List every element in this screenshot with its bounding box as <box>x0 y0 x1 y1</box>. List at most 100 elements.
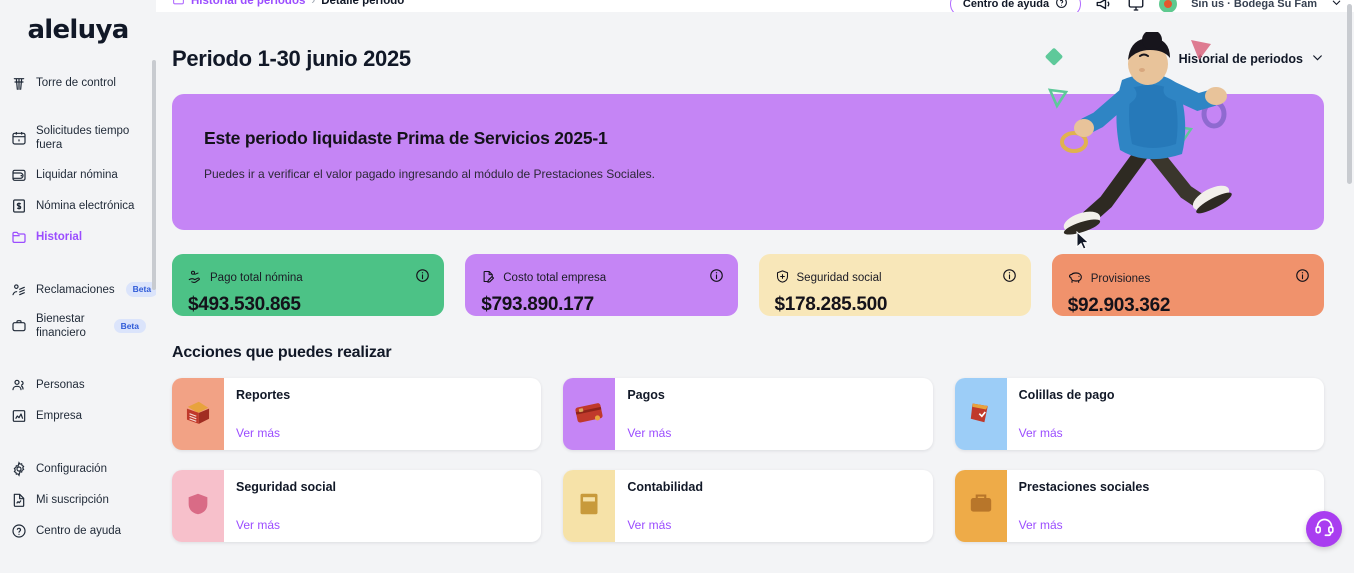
stat-header: Pago total nómina <box>188 269 428 287</box>
action-link[interactable]: Ver más <box>627 426 672 440</box>
action-card-prestaciones-sociales[interactable]: Prestaciones sociales Ver más <box>954 470 1324 542</box>
accounting-icon <box>572 487 606 526</box>
sidebar-item-torre-de-control[interactable]: Torre de control <box>0 68 156 99</box>
sidebar-item-centro-de-ayuda[interactable]: Centro de ayuda <box>0 515 156 546</box>
question-circle-icon <box>1055 0 1068 12</box>
help-center-button[interactable]: Centro de ayuda <box>949 0 1082 12</box>
breadcrumb-parent[interactable]: Historial de periodos <box>191 0 306 7</box>
stat-card-costo-total-empresa[interactable]: Costo total empresa $793.890.177 <box>465 254 738 316</box>
sidebar-item-mi-suscripcion[interactable]: Mi suscripción <box>0 484 156 515</box>
support-chat-button[interactable] <box>1306 511 1342 547</box>
actions-section-title: Acciones que puedes realizar <box>172 344 392 361</box>
avatar[interactable] <box>1159 0 1178 12</box>
actions-grid: Reportes Ver más Pago <box>172 378 1324 542</box>
social-security-icon <box>181 487 215 526</box>
action-thumb <box>954 470 1007 542</box>
stat-value: $92.903.362 <box>1067 295 1171 316</box>
info-icon[interactable] <box>415 268 430 283</box>
info-icon[interactable] <box>709 268 724 283</box>
action-link[interactable]: Ver más <box>1018 518 1063 532</box>
stat-value: $178.285.500 <box>774 294 888 315</box>
stat-label: Seguridad social <box>796 272 882 284</box>
action-name: Contabilidad <box>627 480 704 494</box>
stat-cards: Pago total nómina $493.530.865 Costo tot… <box>172 254 1324 316</box>
sidebar: aleluya Torre de control Solicitudes tie… <box>0 0 159 573</box>
briefcase-icon <box>10 318 27 335</box>
chevron-down-icon[interactable] <box>1331 0 1342 12</box>
action-body: Reportes Ver más <box>224 378 541 450</box>
action-link[interactable]: Ver más <box>1018 426 1063 440</box>
stat-label: Costo total empresa <box>503 272 607 284</box>
action-link[interactable]: Ver más <box>236 426 281 440</box>
sidebar-group-5: Configuración Mi suscripción Centro de a… <box>0 453 156 546</box>
action-card-contabilidad[interactable]: Contabilidad Ver más <box>563 470 933 542</box>
question-circle-icon <box>10 522 27 539</box>
page-title-row: Periodo 1-30 junio 2025 Historial de per… <box>172 12 1338 72</box>
chevron-down-icon <box>1311 51 1324 67</box>
logo-text: aleluya <box>27 15 129 45</box>
page-title: Periodo 1-30 junio 2025 <box>172 46 411 71</box>
people-icon <box>10 376 27 393</box>
mouse-cursor <box>1076 230 1090 256</box>
action-card-seguridad-social[interactable]: Seguridad social Ver más <box>172 470 542 542</box>
info-icon[interactable] <box>1295 268 1310 283</box>
beta-badge: Beta <box>113 318 146 334</box>
page-scrollbar[interactable] <box>1347 4 1352 184</box>
action-body: Pagos Ver más <box>615 378 932 450</box>
app-logo[interactable]: aleluya <box>0 6 156 54</box>
help-center-label: Centro de ayuda <box>962 0 1050 10</box>
action-name: Colillas de pago <box>1018 388 1115 402</box>
user-name: Sin us · Bodega Su Fam <box>1191 0 1317 10</box>
action-thumb <box>563 378 616 450</box>
sidebar-item-label: Empresa <box>36 409 83 422</box>
action-card-pagos[interactable]: Pagos Ver más <box>563 378 933 450</box>
sidebar-item-label: Reclamaciones <box>36 283 115 296</box>
stat-card-provisiones[interactable]: Provisiones $92.903.362 <box>1051 254 1324 316</box>
claims-icon <box>10 281 27 298</box>
sidebar-item-liquidar-nomina[interactable]: Liquidar nómina <box>0 159 156 190</box>
sidebar-item-solicitudes-tiempo-fuera[interactable]: Solicitudes tiempo fuera <box>0 117 156 159</box>
sidebar-item-historial[interactable]: Historial <box>0 221 156 252</box>
action-card-colillas-de-pago[interactable]: Colillas de pago Ver más <box>954 378 1324 450</box>
sidebar-item-personas[interactable]: Personas <box>0 369 156 400</box>
sidebar-item-label: Configuración <box>36 462 107 475</box>
calendar-icon <box>10 130 27 147</box>
stat-card-seguridad-social[interactable]: Seguridad social $178.285.500 <box>758 254 1031 316</box>
sidebar-item-label: Mi suscripción <box>36 493 109 506</box>
banner-subtitle: Puedes ir a verificar el valor pagado in… <box>204 167 655 181</box>
beta-badge: Beta <box>125 282 159 297</box>
sidebar-item-label: Personas <box>36 378 85 391</box>
stat-card-pago-total-nomina[interactable]: Pago total nómina $493.530.865 <box>172 254 445 316</box>
history-periods-label: Historial de periodos <box>1178 52 1303 66</box>
banner-title: Este periodo liquidaste Prima de Servici… <box>204 128 608 148</box>
sidebar-item-label: Nómina electrónica <box>36 199 135 212</box>
sidebar-item-reclamaciones[interactable]: Reclamaciones Beta <box>0 274 159 305</box>
sidebar-item-label: Torre de control <box>36 77 116 90</box>
sidebar-item-nomina-electronica[interactable]: Nómina electrónica <box>0 190 156 221</box>
sidebar-group-1: Torre de control <box>0 68 156 99</box>
sidebar-group-3: Reclamaciones Beta Bienestar financiero … <box>0 274 159 347</box>
header-actions: Centro de ayuda Sin us · Bodega Su Fam <box>949 0 1342 12</box>
action-thumb <box>172 378 224 450</box>
info-icon[interactable] <box>1002 268 1017 283</box>
action-card-reportes[interactable]: Reportes Ver más <box>172 378 542 450</box>
action-name: Pagos <box>627 388 665 402</box>
sidebar-group-2: Solicitudes tiempo fuera Liquidar nómina… <box>0 117 156 252</box>
megaphone-icon[interactable] <box>1095 0 1113 12</box>
action-thumb <box>172 470 224 542</box>
piggy-bank-icon <box>1068 269 1084 288</box>
sidebar-item-bienestar-financiero[interactable]: Bienestar financiero Beta <box>0 305 156 347</box>
sidebar-item-configuracion[interactable]: Configuración <box>0 453 156 484</box>
sidebar-scrollbar[interactable] <box>152 60 156 290</box>
monitor-icon[interactable] <box>1127 0 1145 12</box>
stat-header: Seguridad social <box>775 269 1015 287</box>
history-periods-toggle[interactable]: Historial de periodos <box>1179 51 1324 67</box>
payslip-icon <box>964 395 998 434</box>
action-link[interactable]: Ver más <box>236 518 281 532</box>
action-link[interactable]: Ver más <box>627 518 672 532</box>
sidebar-item-empresa[interactable]: Empresa <box>0 400 156 431</box>
reports-icon <box>181 395 215 434</box>
action-thumb <box>954 378 1007 450</box>
benefits-icon <box>964 487 998 526</box>
headset-icon <box>1314 516 1335 542</box>
